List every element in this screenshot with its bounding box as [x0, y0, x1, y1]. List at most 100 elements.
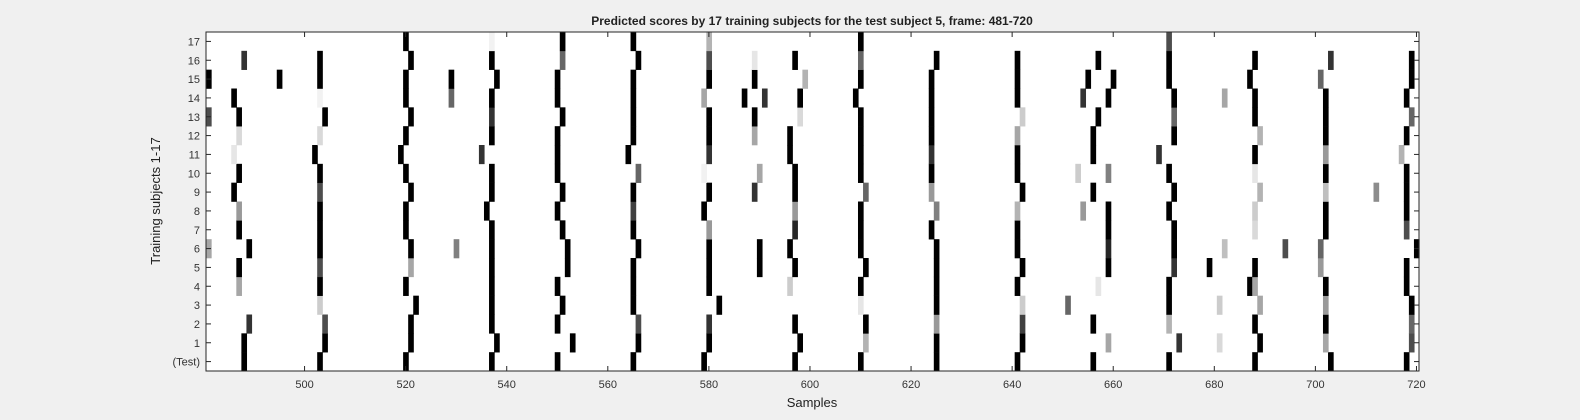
cell-row-5-mark-3 [489, 258, 495, 278]
cell-row-9-mark-16 [1373, 182, 1380, 202]
cell-row-1-mark-1 [322, 333, 328, 353]
cell-row-1-mark-6 [706, 333, 713, 353]
cell-row-14-mark-12 [928, 88, 935, 108]
y-tick-label-8: 8 [194, 206, 200, 218]
cell-row-17-mark-1 [489, 32, 495, 52]
cell-row-6-mark-2 [317, 239, 323, 259]
cell-row-3-mark-2 [489, 295, 495, 315]
cell-row-0-mark-0 [241, 352, 248, 372]
cell-row-12-mark-1 [317, 126, 323, 146]
cell-row-1-mark-8 [863, 333, 869, 353]
cell-row-8-mark-11 [1080, 201, 1087, 221]
cell-row-17-mark-4 [706, 32, 713, 52]
cell-row-11-mark-5 [625, 145, 632, 165]
cell-row-4-mark-3 [489, 276, 495, 296]
cell-row-2-mark-1 [322, 314, 328, 334]
cell-row-0-mark-10 [1014, 352, 1021, 372]
chart-title: Predicted scores by 17 training subjects… [591, 14, 1033, 28]
cell-row-1-mark-12 [1176, 333, 1183, 353]
cell-row-15-mark-13 [1014, 69, 1021, 89]
cell-row-12-mark-10 [928, 126, 935, 146]
cell-row-16-mark-12 [1095, 50, 1102, 70]
cell-row-5-mark-9 [863, 258, 869, 278]
cell-row-6-mark-12 [933, 239, 940, 259]
cell-row-7-mark-7 [792, 220, 798, 240]
cell-row-0-mark-9 [933, 352, 940, 372]
cell-row-11-mark-12 [1156, 145, 1162, 165]
cell-row-14-mark-5 [554, 88, 561, 108]
cell-row-0-mark-13 [1252, 352, 1258, 372]
y-tick-label-2: 2 [194, 319, 200, 331]
cell-row-7-mark-14 [1322, 220, 1329, 240]
cell-row-11-mark-2 [398, 145, 404, 165]
cell-row-15-mark-5 [494, 69, 500, 89]
y-tick-label-9: 9 [194, 187, 200, 199]
cell-row-4-mark-14 [1252, 276, 1258, 296]
cell-row-6-mark-7 [635, 239, 642, 259]
cell-row-17-mark-3 [630, 32, 637, 52]
cell-row-12-mark-5 [630, 126, 637, 146]
cell-row-17-mark-6 [1166, 32, 1172, 52]
cell-row-1-mark-4 [569, 333, 576, 353]
cell-row-10-mark-12 [1075, 163, 1081, 183]
cell-row-16-mark-9 [857, 50, 864, 70]
cell-row-8-mark-13 [1166, 201, 1172, 221]
x-axis: 500 520 540 560 580 600 620 640 660 680 700 720 [295, 32, 1426, 391]
cell-row-4-mark-7 [787, 276, 793, 296]
cell-row-13-mark-2 [322, 107, 328, 127]
cell-row-15-mark-7 [630, 69, 637, 89]
cell-row-11-mark-6 [706, 145, 713, 165]
cell-row-2-mark-6 [706, 314, 713, 334]
cell-row-11-mark-14 [1322, 145, 1329, 165]
cell-row-16-mark-5 [635, 50, 642, 70]
cell-row-13-mark-8 [751, 107, 758, 127]
cell-row-1-mark-9 [933, 333, 940, 353]
cell-row-15-mark-10 [802, 69, 809, 89]
cell-row-9-mark-10 [928, 182, 935, 202]
cell-row-5-mark-17 [1403, 258, 1410, 278]
cell-row-8-mark-14 [1252, 201, 1258, 221]
cell-row-7-mark-12 [1171, 220, 1177, 240]
cell-row-15-mark-11 [857, 69, 864, 89]
cell-row-5-mark-15 [1252, 258, 1258, 278]
cell-row-3-mark-1 [413, 295, 419, 315]
cell-row-11-mark-0 [231, 145, 237, 165]
cell-row-0-mark-15 [1403, 352, 1410, 372]
cell-row-6-mark-17 [1282, 239, 1289, 259]
cell-row-10-mark-10 [928, 163, 935, 183]
cell-row-15-mark-16 [1166, 69, 1172, 89]
cell-row-13-mark-10 [857, 107, 864, 127]
cell-row-14-mark-4 [489, 88, 495, 108]
cell-row-3-mark-10 [1166, 295, 1172, 315]
cell-row-7-mark-9 [928, 220, 935, 240]
cell-row-12-mark-13 [1171, 126, 1177, 146]
cell-row-5-mark-12 [1105, 258, 1112, 278]
cell-row-6-mark-1 [246, 239, 253, 259]
cell-row-8-mark-15 [1322, 201, 1329, 221]
y-tick-label-12: 12 [188, 131, 200, 143]
cell-row-1-mark-3 [494, 333, 500, 353]
cell-row-16-mark-16 [1408, 50, 1415, 70]
cell-row-4-mark-8 [857, 276, 864, 296]
x-tick-label-7: 640 [1003, 379, 1021, 391]
cell-row-14-mark-2 [403, 88, 409, 108]
x-tick-label-3: 560 [599, 379, 617, 391]
cell-row-2-mark-7 [792, 314, 798, 334]
cell-row-15-mark-12 [928, 69, 935, 89]
cell-row-0-mark-11 [1090, 352, 1097, 372]
cell-row-12-mark-9 [857, 126, 864, 146]
cell-row-5-mark-6 [706, 258, 713, 278]
cell-row-13-mark-9 [797, 107, 803, 127]
cell-row-3-mark-3 [559, 295, 566, 315]
cell-row-12-mark-11 [1014, 126, 1021, 146]
cell-row-7-mark-0 [236, 220, 242, 240]
cell-row-9-mark-5 [630, 182, 637, 202]
cell-row-1-mark-7 [797, 333, 803, 353]
cell-row-14-mark-18 [1252, 88, 1258, 108]
x-tick-label-5: 600 [801, 379, 819, 391]
cell-row-14-mark-17 [1221, 88, 1228, 108]
cell-row-16-mark-4 [559, 50, 566, 70]
cell-row-1-mark-14 [1257, 333, 1263, 353]
cell-row-8-mark-4 [554, 201, 561, 221]
